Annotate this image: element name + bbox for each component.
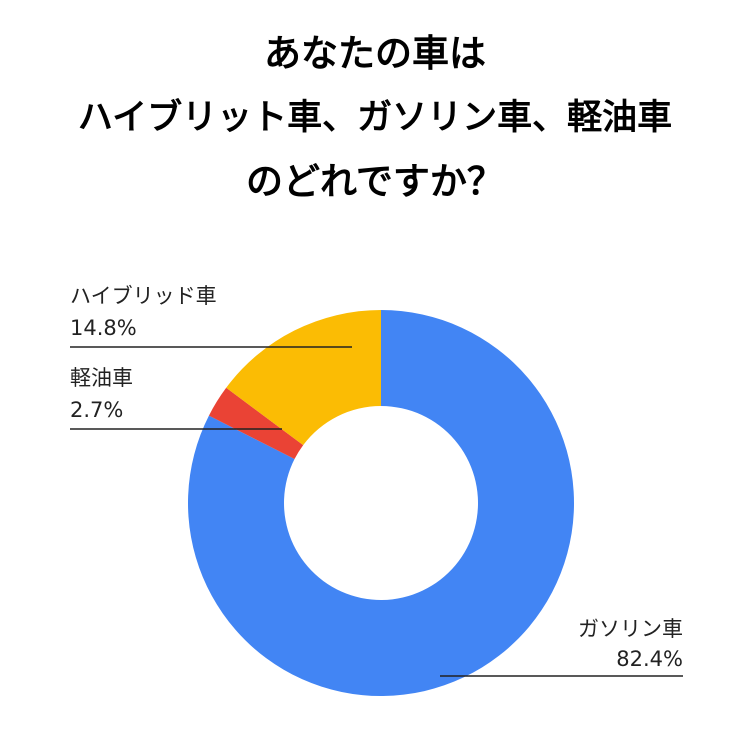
slice-diesel [208, 387, 304, 460]
slice-hybrid [226, 310, 381, 446]
chart-title: あなたの車は ハイブリット車、ガソリン車、軽油車 のどれですか？ [0, 22, 750, 214]
slice-gasoline [188, 310, 574, 696]
slice-label-hybrid: ハイブリッド車 [70, 284, 217, 308]
slice-label-gasoline: ガソリン車 [578, 617, 683, 641]
title-line-2: ハイブリット車、ガソリン車、軽油車 [77, 98, 673, 138]
slice-label-diesel: 軽油車 [70, 366, 133, 390]
slice-value-diesel: 2.7% [70, 398, 123, 422]
title-line-1: あなたの車は [264, 32, 486, 75]
slice-value-gasoline: 82.4% [616, 647, 683, 671]
title-line-3: のどれですか？ [246, 160, 504, 203]
slice-value-hybrid: 14.8% [70, 316, 137, 340]
